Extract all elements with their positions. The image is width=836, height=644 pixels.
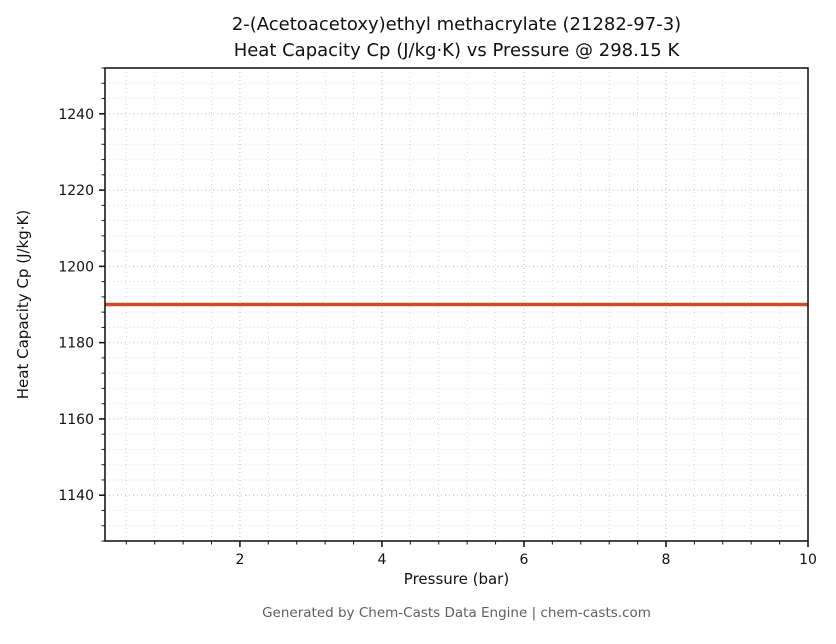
y-tick-label: 1240 bbox=[58, 107, 94, 123]
y-tick-label: 1160 bbox=[58, 412, 94, 428]
chart-title-line1: 2-(Acetoacetoxy)ethyl methacrylate (2128… bbox=[231, 14, 682, 35]
chart-footer-credit: Generated by Chem-Casts Data Engine | ch… bbox=[262, 605, 651, 621]
y-tick-label: 1220 bbox=[58, 183, 94, 199]
y-tick-label: 1180 bbox=[58, 336, 94, 352]
x-tick-label: 2 bbox=[235, 552, 244, 568]
chart-title-line2: Heat Capacity Cp (J/kg·K) vs Pressure @ … bbox=[233, 40, 680, 61]
y-axis-label: Heat Capacity Cp (J/kg·K) bbox=[14, 209, 32, 400]
x-tick-label: 8 bbox=[662, 552, 671, 568]
plot-border bbox=[104, 67, 809, 542]
y-tick-label: 1200 bbox=[58, 259, 94, 275]
x-tick-label: 4 bbox=[377, 552, 386, 568]
x-tick-label: 6 bbox=[519, 552, 528, 568]
x-axis-label: Pressure (bar) bbox=[403, 570, 510, 588]
x-tick-label: 10 bbox=[799, 552, 817, 568]
y-tick-label: 1140 bbox=[58, 488, 94, 504]
